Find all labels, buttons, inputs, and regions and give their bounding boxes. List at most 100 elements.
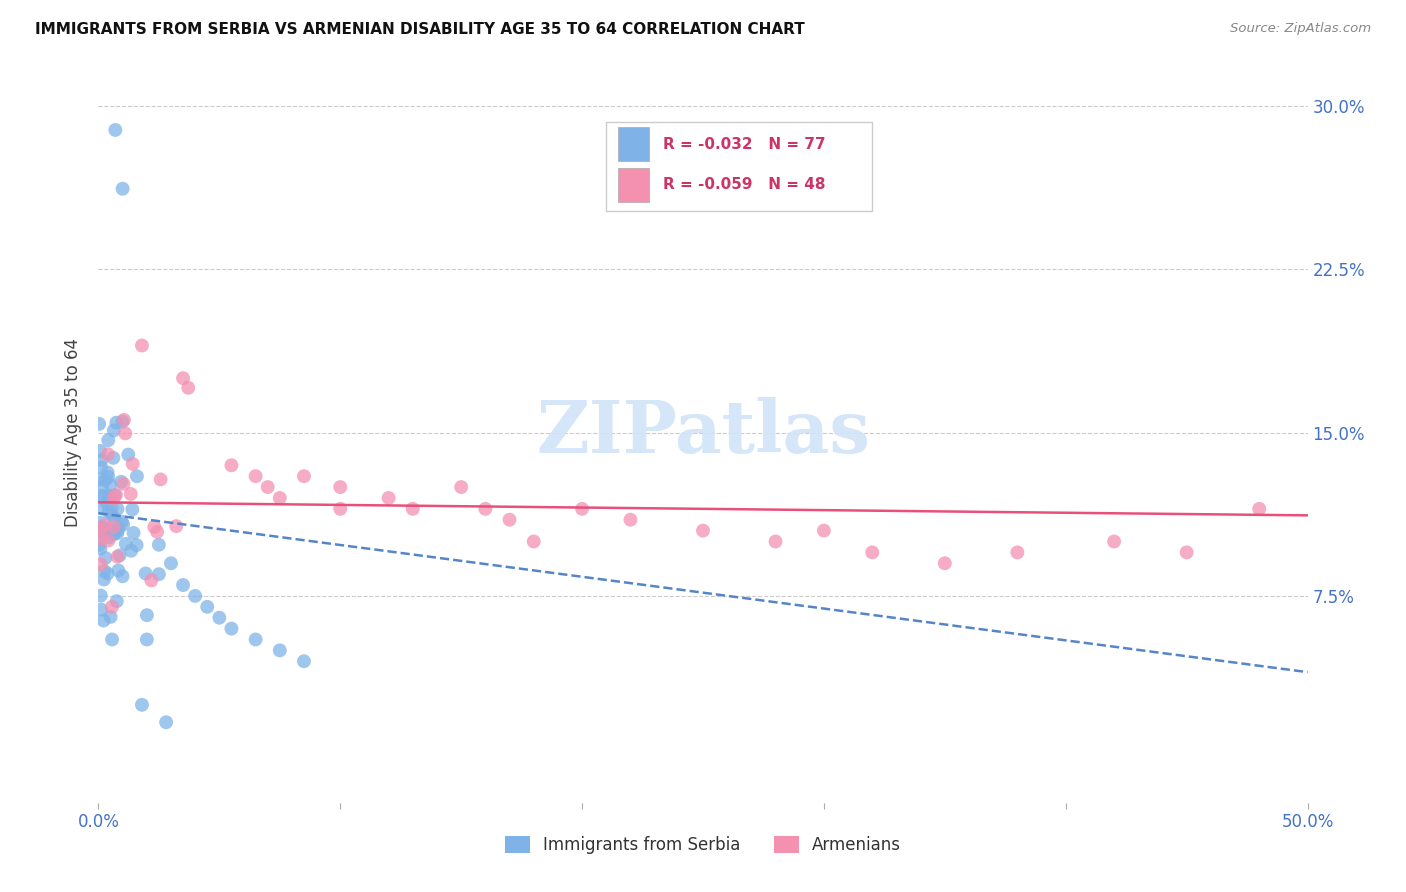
Point	[90, 602, 112, 616]
Point	[91, 524, 114, 539]
Point	[498, 513, 520, 527]
Point	[120, 487, 142, 501]
Point	[1102, 534, 1125, 549]
Point	[90, 532, 112, 546]
Point	[100, 500, 122, 515]
Point	[100, 610, 122, 624]
Point	[402, 501, 425, 516]
Point	[813, 524, 835, 538]
Point	[860, 545, 883, 559]
Point	[108, 549, 131, 563]
Point	[111, 515, 134, 529]
Point	[107, 564, 129, 578]
Point	[245, 469, 267, 483]
Point	[89, 516, 111, 530]
Text: R = -0.059   N = 48: R = -0.059 N = 48	[664, 178, 825, 193]
Point	[172, 371, 194, 385]
Point	[89, 417, 111, 431]
Point	[107, 549, 129, 564]
Point	[90, 460, 112, 475]
Point	[131, 698, 153, 712]
Point	[89, 444, 111, 458]
Point	[98, 489, 121, 503]
Point	[100, 508, 122, 522]
Point	[135, 632, 157, 647]
Text: R = -0.032   N = 77: R = -0.032 N = 77	[664, 136, 825, 152]
Point	[90, 453, 112, 467]
Point	[103, 424, 125, 438]
Point	[93, 490, 115, 504]
Point	[221, 458, 243, 473]
Point	[114, 537, 136, 551]
Point	[195, 599, 218, 614]
Point	[104, 488, 127, 502]
Point	[93, 564, 115, 578]
Point	[450, 480, 472, 494]
Point	[107, 501, 129, 516]
Point	[155, 715, 177, 730]
Point	[97, 447, 120, 461]
Point	[135, 608, 157, 623]
Point	[100, 478, 122, 492]
Point	[122, 525, 145, 540]
Point	[160, 556, 183, 570]
Point	[111, 569, 134, 583]
Point	[474, 501, 496, 516]
Point	[97, 470, 120, 484]
Point	[125, 469, 148, 483]
Point	[177, 381, 200, 395]
Point	[172, 578, 194, 592]
Point	[90, 489, 112, 503]
Text: ZIPatlas: ZIPatlas	[536, 397, 870, 468]
Point	[292, 654, 315, 668]
Point	[98, 530, 121, 544]
Point	[105, 524, 128, 538]
Point	[146, 524, 169, 539]
Text: Source: ZipAtlas.com: Source: ZipAtlas.com	[1230, 22, 1371, 36]
Point	[101, 632, 124, 647]
Point	[103, 450, 125, 465]
Point	[619, 513, 641, 527]
Point	[765, 534, 787, 549]
Point	[90, 558, 112, 572]
Point	[89, 472, 111, 486]
Point	[110, 475, 132, 489]
Point	[148, 538, 170, 552]
Point	[89, 538, 111, 552]
Point	[148, 567, 170, 582]
Point	[93, 614, 115, 628]
Point	[94, 518, 117, 533]
Point	[97, 466, 120, 480]
Point	[221, 622, 243, 636]
Point	[111, 182, 134, 196]
Point	[121, 457, 143, 471]
Point	[105, 526, 128, 541]
Point	[1007, 545, 1029, 559]
Point	[329, 501, 352, 516]
Point	[103, 520, 125, 534]
Point	[96, 496, 118, 510]
Point	[97, 505, 120, 519]
Point	[1249, 501, 1271, 516]
Point	[112, 413, 135, 427]
Point	[120, 543, 142, 558]
Point	[103, 491, 125, 506]
Point	[91, 480, 114, 494]
Point	[121, 502, 143, 516]
Y-axis label: Disability Age 35 to 64: Disability Age 35 to 64	[65, 338, 83, 527]
Bar	[619, 128, 648, 161]
Point	[94, 551, 117, 566]
Point	[90, 589, 112, 603]
Point	[377, 491, 399, 505]
Point	[96, 522, 118, 536]
Point	[97, 434, 120, 448]
Point	[89, 524, 111, 539]
Point	[104, 123, 127, 137]
Point	[117, 448, 139, 462]
Bar	[619, 169, 648, 202]
Point	[114, 426, 136, 441]
Point	[135, 566, 157, 581]
FancyBboxPatch shape	[606, 121, 872, 211]
Point	[103, 511, 125, 525]
Point	[269, 643, 291, 657]
